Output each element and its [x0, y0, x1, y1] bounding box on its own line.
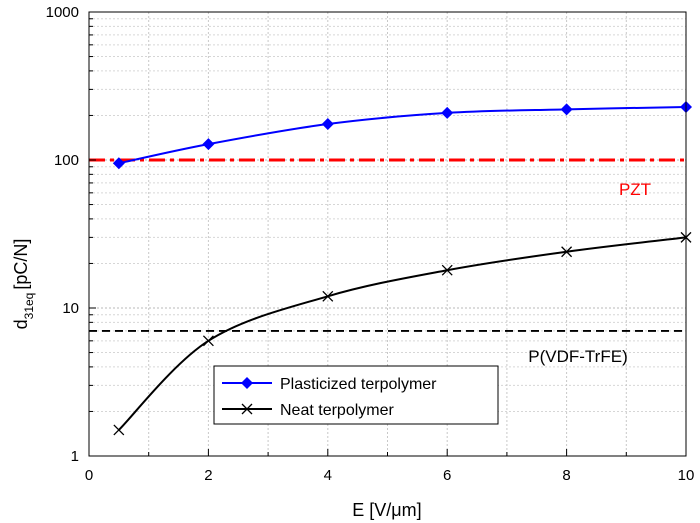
- series-line-neat: [118, 236, 687, 431]
- legend-marker-neat: [241, 403, 253, 415]
- data-point-plasticized: [202, 138, 215, 151]
- data-point-neat: [113, 424, 125, 436]
- data-point-neat: [322, 290, 334, 302]
- x-tick-label: 4: [324, 467, 332, 484]
- reference-label-pvdf-trfe: P(VDF-TrFE): [528, 347, 627, 366]
- reference-lines: PZT P(VDF-TrFE): [89, 158, 686, 366]
- data-point-neat: [561, 246, 573, 258]
- y-axis-label-main: d: [11, 319, 31, 329]
- x-tick-label: 2: [204, 467, 212, 484]
- reference-label-pzt: PZT: [619, 180, 651, 199]
- y-axis-label-sub: 31eq: [22, 293, 36, 320]
- data-point-plasticized: [321, 118, 334, 131]
- x-tick-label: 6: [443, 467, 451, 484]
- y-axis-label: d31eq [pC/N]: [11, 239, 36, 330]
- legend-marker-plasticized: [241, 377, 253, 389]
- y-tick-label: 1: [71, 448, 79, 465]
- series-line-plasticized: [118, 106, 687, 165]
- svg-text:d31eq[pC/N]: d31eq [pC/N]: [11, 239, 36, 330]
- data-point-plasticized: [441, 106, 454, 119]
- legend-label-plasticized: Plasticized terpolymer: [280, 376, 437, 393]
- data-point-plasticized: [112, 157, 125, 170]
- x-tick-label: 0: [85, 467, 93, 484]
- legend-label-neat: Neat terpolymer: [280, 402, 394, 419]
- y-axis-label-unit: [pC/N]: [11, 239, 31, 290]
- axis-ticks: 0 2 4 6 8 10 1 10 100 1000: [46, 4, 695, 484]
- y-tick-label: 1000: [46, 4, 79, 21]
- y-tick-label: 10: [62, 300, 79, 317]
- x-axis-label: E [V/μm]: [352, 500, 421, 520]
- data-point-plasticized: [560, 103, 573, 116]
- legend-box: [213, 365, 499, 425]
- data-point-neat: [441, 264, 453, 276]
- x-tick-label: 8: [562, 467, 570, 484]
- x-tick-label: 10: [678, 467, 695, 484]
- y-tick-label: 100: [54, 152, 79, 169]
- data-point-neat: [202, 335, 214, 347]
- legend: Plasticized terpolymer Neat terpolymer: [213, 365, 499, 425]
- series-group: [112, 101, 692, 436]
